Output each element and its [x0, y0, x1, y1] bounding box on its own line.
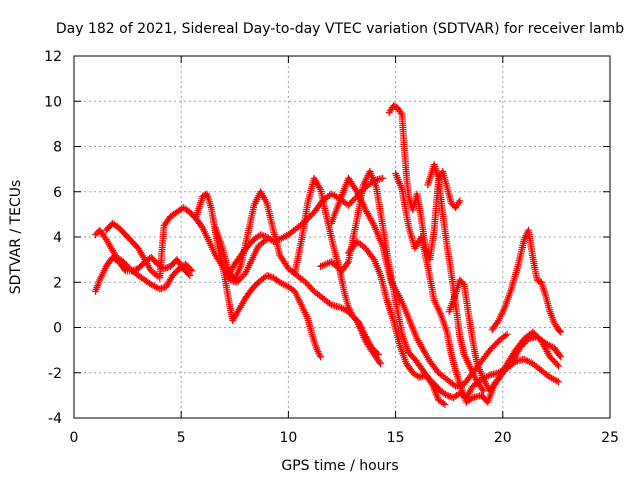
data-point-interp: [439, 399, 447, 407]
data-point: [379, 174, 387, 182]
data-point-interp: [553, 361, 561, 368]
data-point-interp: [467, 395, 475, 403]
y-tick-label: 10: [44, 94, 62, 110]
data-point-interp: [478, 385, 486, 393]
data-points: [91, 102, 565, 408]
y-tick-label: 8: [53, 140, 62, 156]
y-tick-label: 2: [53, 275, 62, 291]
x-tick-label: 25: [601, 430, 619, 446]
data-point: [441, 400, 449, 408]
y-tick-label: 6: [53, 185, 62, 201]
data-point-interp: [185, 270, 192, 278]
data-point-interp: [397, 109, 405, 117]
data-point-interp: [441, 390, 449, 398]
data-point-interp: [187, 266, 195, 274]
data-point-interp: [556, 327, 564, 335]
data-point: [480, 387, 487, 395]
data-point: [317, 353, 325, 361]
data-point: [456, 197, 464, 205]
data-point-interp: [455, 199, 463, 206]
data-point-interp: [484, 372, 492, 380]
data-point-interp: [459, 279, 467, 287]
x-tick-label: 15: [387, 430, 405, 446]
y-tick-label: -4: [48, 411, 62, 427]
data-point: [555, 378, 562, 386]
data-point: [555, 362, 562, 370]
data-point: [377, 360, 385, 368]
data-point: [188, 267, 196, 275]
grid-lines: [74, 56, 610, 418]
data-point: [374, 351, 382, 359]
y-axis-label: SDTVAR / TECUs: [8, 180, 24, 295]
data-point-interp: [553, 377, 561, 385]
data-point: [557, 353, 565, 361]
data-point-interp: [343, 259, 351, 267]
y-tick-label: 0: [53, 321, 62, 337]
x-tick-label: 10: [279, 430, 297, 446]
data-point-interp: [369, 254, 377, 262]
data-point: [503, 330, 511, 338]
y-tick-label: 4: [53, 230, 62, 246]
data-point-interp: [376, 358, 383, 366]
y-tick-label: 12: [44, 49, 62, 65]
x-axis-label: GPS time / hours: [281, 458, 398, 474]
axis-ticks: 0 5 10 15 20 25 -4 -2 0 2 4 6 8 10 12: [44, 49, 619, 446]
data-point-interp: [501, 332, 509, 340]
data-point: [557, 328, 565, 336]
data-point: [317, 262, 325, 270]
x-tick-label: 5: [177, 430, 186, 446]
x-tick-label: 0: [70, 430, 79, 446]
data-point-interp: [556, 351, 564, 359]
data-point-interp: [120, 265, 128, 273]
chart-title: Day 182 of 2021, Sidereal Day-to-day VTE…: [56, 21, 624, 37]
data-point-interp: [373, 349, 381, 357]
x-tick-label: 20: [494, 430, 512, 446]
y-tick-label: -2: [48, 366, 62, 382]
data-point: [186, 272, 194, 279]
